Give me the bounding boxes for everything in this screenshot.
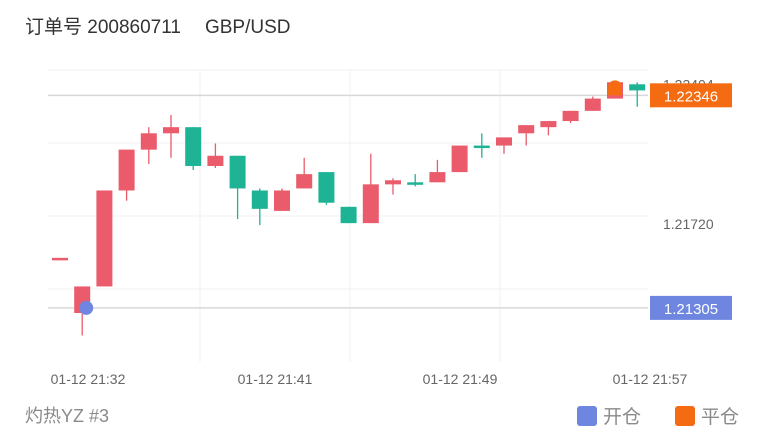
candle-body: [584, 98, 601, 111]
price-label: 1.22346: [650, 83, 732, 108]
candle-body: [473, 145, 490, 149]
strategy-label: 灼热YZ #3: [25, 406, 110, 426]
candle-body: [318, 172, 335, 203]
candle-body: [163, 127, 179, 134]
candle: [473, 133, 490, 158]
candle: [584, 96, 601, 111]
close-position-marker: [608, 80, 622, 96]
legend-close-swatch: [675, 405, 695, 426]
candle-body: [296, 174, 313, 189]
candle: [118, 149, 135, 201]
candle: [229, 155, 246, 220]
price-label-text: 1.21305: [664, 301, 718, 318]
open-position-marker: [79, 300, 94, 315]
candle-body: [429, 172, 446, 183]
x-tick-label: 01-12 21:32: [51, 371, 126, 387]
candle: [407, 174, 424, 187]
x-tick-label: 01-12 21:41: [238, 371, 313, 387]
candle-body: [207, 155, 224, 166]
candle: [562, 110, 579, 124]
candle-body: [140, 133, 157, 150]
currency-pair: GBP/USD: [204, 17, 291, 38]
price-label: 1.21305: [650, 295, 732, 320]
candle-body: [251, 190, 268, 209]
candle: [629, 82, 646, 107]
legend-open-swatch: [577, 405, 597, 426]
candle-body: [451, 145, 468, 173]
candle-body: [518, 125, 535, 134]
candle: [140, 127, 157, 164]
candle: [185, 127, 202, 171]
candle-body: [185, 127, 202, 166]
candle: [163, 114, 179, 158]
candle: [496, 137, 512, 154]
candle: [340, 206, 357, 224]
candle: [251, 188, 268, 226]
candle: [274, 188, 290, 211]
x-tick-label: 01-12 21:57: [613, 371, 688, 387]
candle: [540, 121, 557, 136]
price-label-text: 1.22346: [664, 88, 718, 105]
candle: [318, 172, 335, 205]
candle-body: [629, 84, 646, 91]
candle-body: [407, 182, 424, 185]
candle-body: [340, 206, 357, 224]
candle: [451, 145, 468, 173]
legend-open-label: 开仓: [603, 407, 642, 428]
candle-body: [362, 184, 379, 224]
candles: [52, 82, 668, 336]
candle: [207, 143, 224, 169]
candle: [385, 178, 401, 195]
price-label-box: [650, 295, 732, 320]
candle-body: [496, 137, 512, 146]
order-number: 订单号 200860711: [25, 17, 181, 38]
candle: [52, 257, 68, 261]
candle: [429, 159, 446, 183]
candle-body: [118, 149, 135, 191]
candle: [296, 157, 313, 189]
candle: [96, 190, 113, 287]
x-tick-label: 01-12 21:49: [423, 371, 498, 387]
legend-close: 平仓: [675, 402, 739, 429]
candle-body: [96, 190, 113, 287]
candle-body: [540, 121, 557, 128]
candle-body: [385, 180, 401, 185]
candle: [362, 153, 379, 224]
chart-header: 订单号 200860711 GBP/USD: [25, 12, 291, 39]
price-label-box: [650, 83, 732, 108]
candle-body: [562, 110, 579, 122]
candle-body: [229, 155, 246, 189]
candle: [518, 125, 535, 146]
candle-body: [52, 257, 68, 261]
legend-open: 开仓: [577, 402, 641, 429]
y-tick-label: 1.21720: [663, 216, 714, 232]
candle-body: [274, 190, 290, 211]
legend-close-label: 平仓: [701, 407, 740, 428]
